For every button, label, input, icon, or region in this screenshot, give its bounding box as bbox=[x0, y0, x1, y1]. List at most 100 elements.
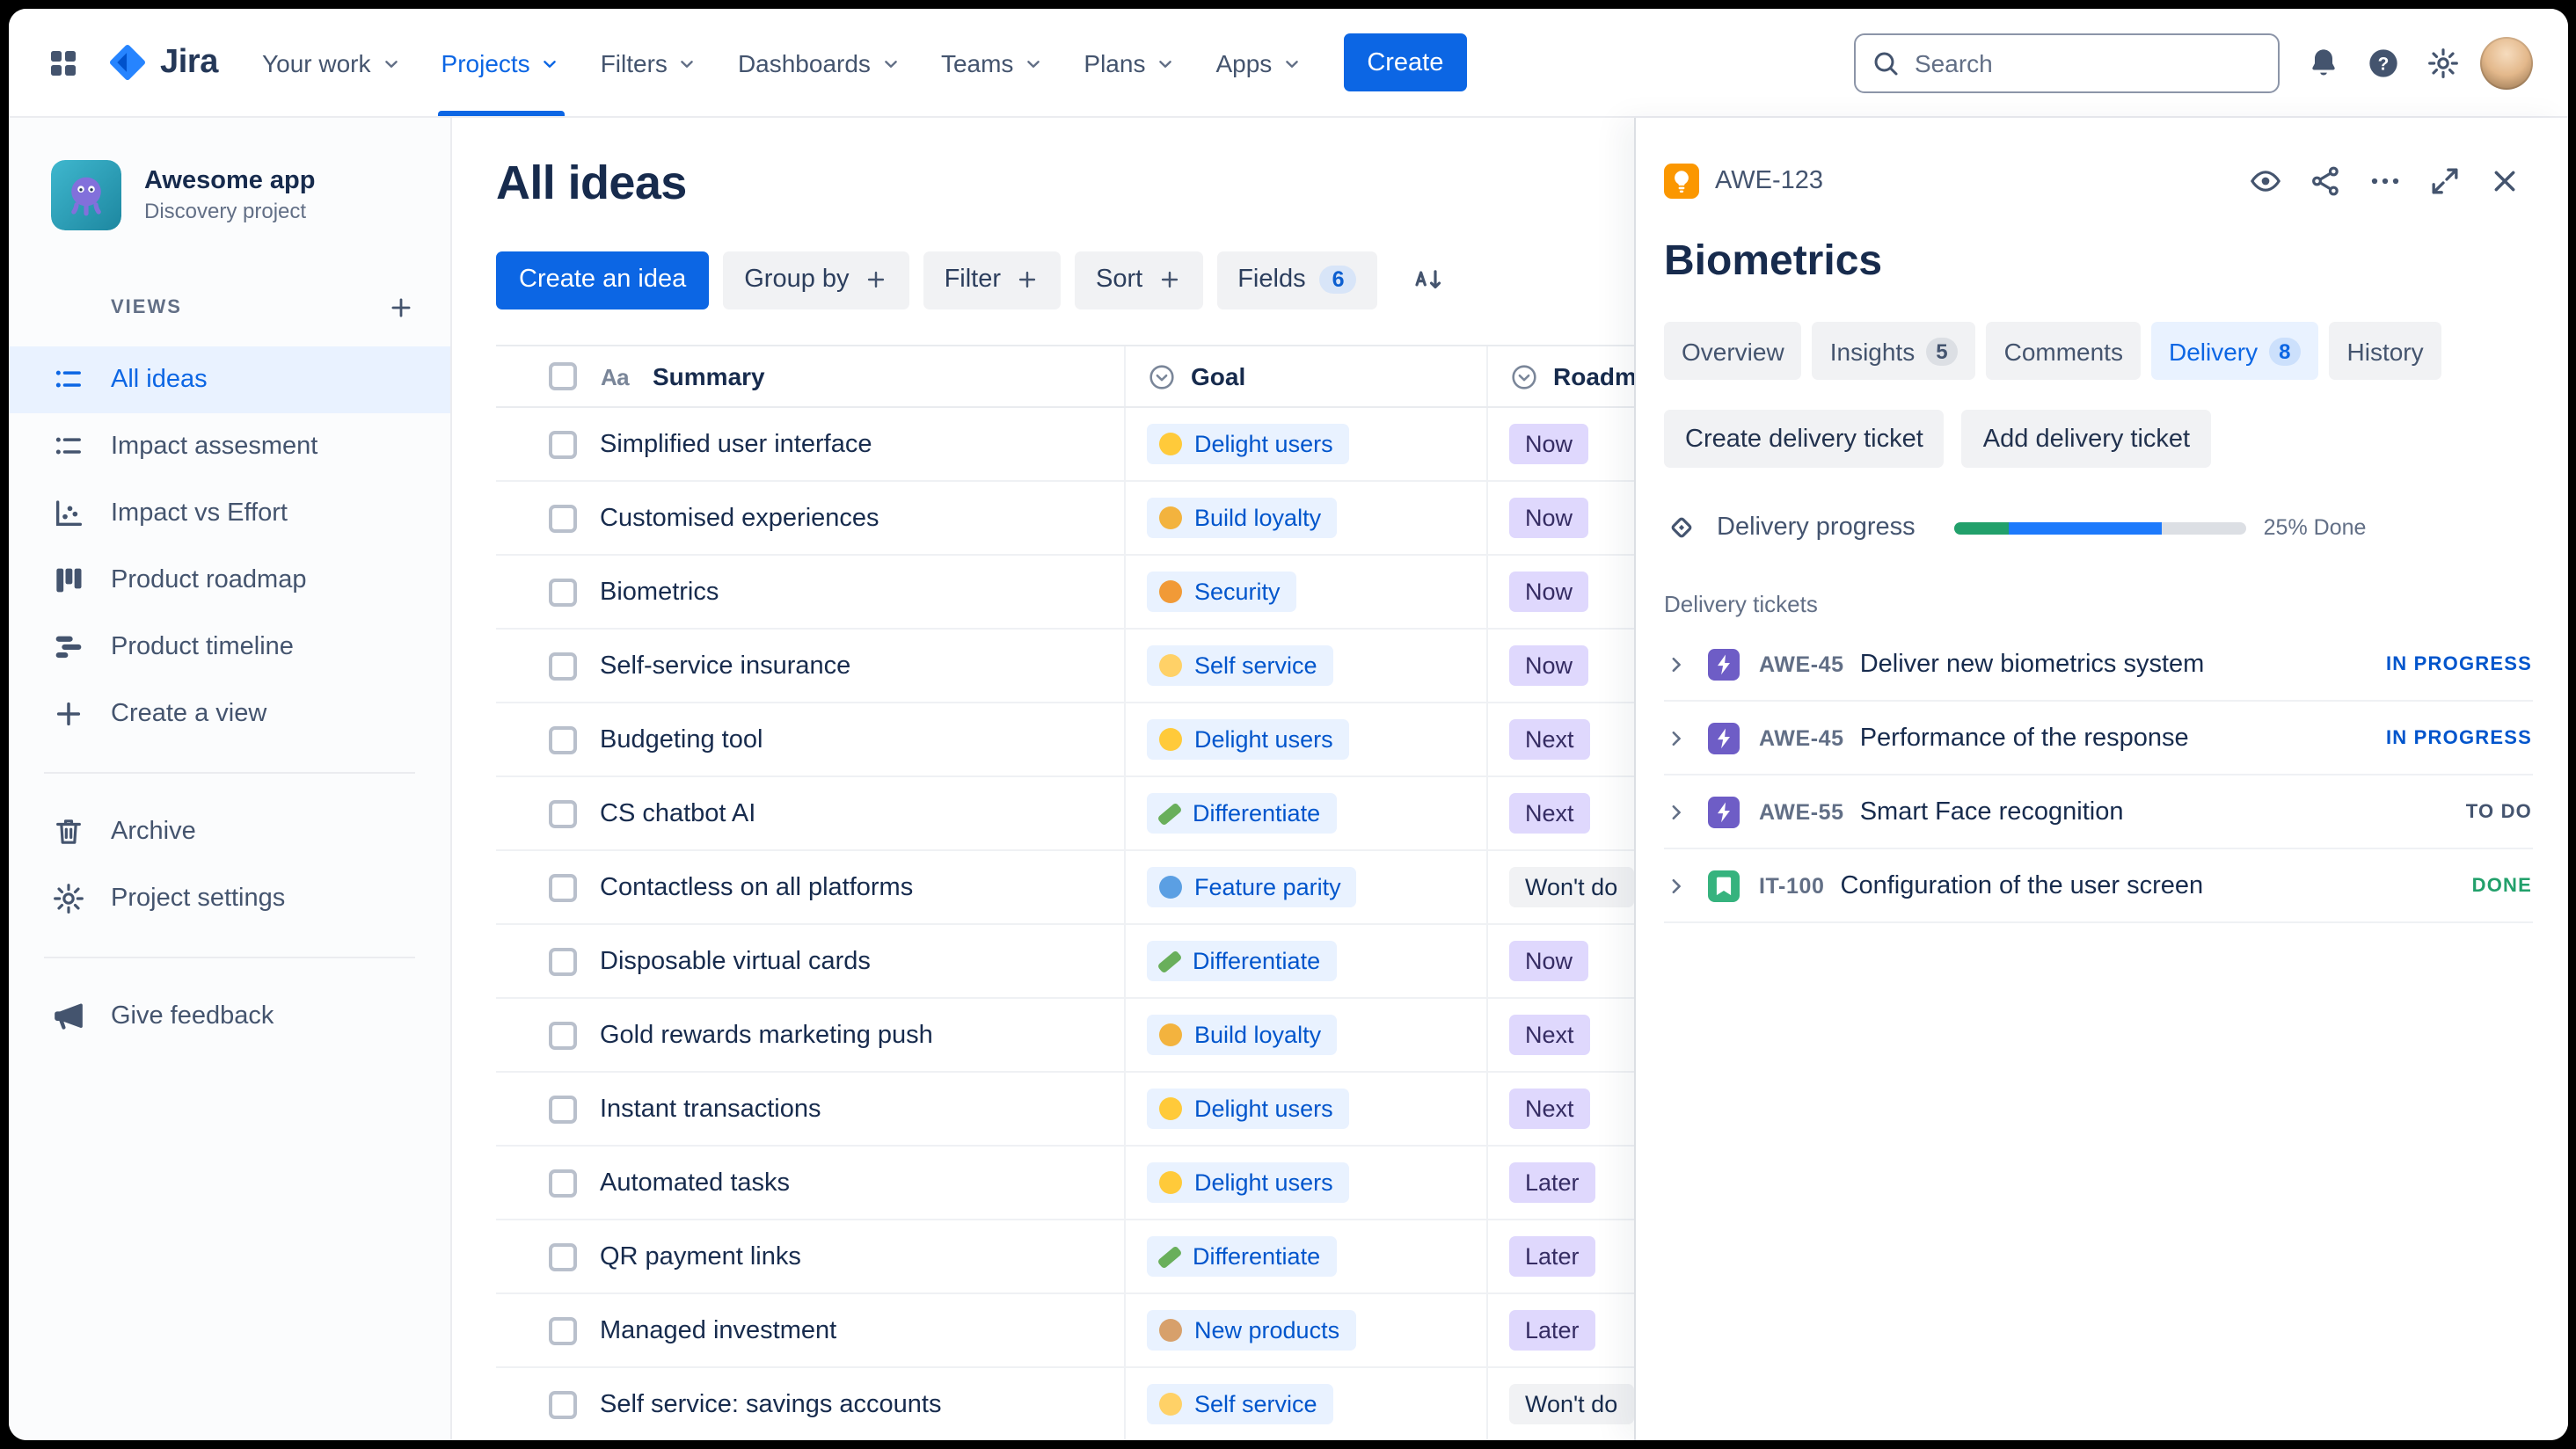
nav-icon-button[interactable]: ? bbox=[2353, 33, 2412, 92]
idea-row[interactable]: Gold rewards marketing push Build loyalt… bbox=[496, 999, 1634, 1073]
roadmap-cell[interactable]: Now bbox=[1488, 630, 1634, 702]
idea-row[interactable]: QR payment links Differentiate Later bbox=[496, 1220, 1634, 1294]
give-feedback-button[interactable]: Give feedback bbox=[9, 983, 450, 1050]
roadmap-cell[interactable]: Now bbox=[1488, 408, 1634, 480]
goal-cell[interactable]: Delight users bbox=[1126, 408, 1488, 480]
row-checkbox[interactable] bbox=[549, 504, 577, 532]
roadmap-cell[interactable]: Now bbox=[1488, 556, 1634, 628]
nav-item[interactable]: Filters bbox=[581, 9, 719, 116]
idea-row[interactable]: Automated tasks Delight users Later bbox=[496, 1147, 1634, 1220]
goal-cell[interactable]: Differentiate bbox=[1126, 777, 1488, 849]
idea-row[interactable]: Instant transactions Delight users Next bbox=[496, 1073, 1634, 1147]
nav-icon-button[interactable] bbox=[2293, 33, 2353, 92]
sidebar-view-item[interactable]: Impact vs Effort bbox=[9, 480, 450, 547]
roadmap-cell[interactable]: Later bbox=[1488, 1294, 1634, 1366]
nav-item[interactable]: Your work bbox=[243, 9, 422, 116]
panel-tab[interactable]: Insights 5 bbox=[1812, 322, 1976, 380]
panel-tab[interactable]: Comments bbox=[1986, 322, 2141, 380]
nav-item[interactable]: Teams bbox=[922, 9, 1064, 116]
goal-cell[interactable]: Delight users bbox=[1126, 1073, 1488, 1145]
goal-cell[interactable]: Security bbox=[1126, 556, 1488, 628]
goal-cell[interactable]: Self service bbox=[1126, 630, 1488, 702]
chevron-right-icon[interactable] bbox=[1664, 873, 1689, 898]
roadmap-column-header[interactable]: Roadmap bbox=[1488, 346, 1634, 406]
idea-row[interactable]: Self-service insurance Self service Now bbox=[496, 630, 1634, 703]
app-switcher-button[interactable] bbox=[33, 33, 93, 92]
nav-icon-button[interactable] bbox=[2412, 33, 2472, 92]
row-checkbox[interactable] bbox=[549, 652, 577, 680]
idea-row[interactable]: Self service: savings accounts Self serv… bbox=[496, 1368, 1634, 1440]
row-checkbox[interactable] bbox=[549, 725, 577, 754]
idea-row[interactable]: Simplified user interface Delight users … bbox=[496, 408, 1634, 482]
goal-cell[interactable]: New products bbox=[1126, 1294, 1488, 1366]
add-delivery-ticket-button[interactable]: Add delivery ticket bbox=[1961, 410, 2212, 468]
row-checkbox[interactable] bbox=[549, 578, 577, 606]
panel-action-button[interactable] bbox=[2356, 153, 2412, 209]
goal-cell[interactable]: Build loyalty bbox=[1126, 482, 1488, 554]
idea-row[interactable]: Managed investment New products Later bbox=[496, 1294, 1634, 1368]
goal-cell[interactable]: Delight users bbox=[1126, 1147, 1488, 1219]
roadmap-cell[interactable]: Next bbox=[1488, 703, 1634, 775]
sidebar-view-item[interactable]: Impact assesment bbox=[9, 413, 450, 480]
panel-tab[interactable]: Overview bbox=[1664, 322, 1802, 380]
sidebar-tool-item[interactable]: Archive bbox=[9, 798, 450, 865]
roadmap-cell[interactable]: Won't do bbox=[1488, 851, 1634, 923]
chevron-right-icon[interactable] bbox=[1664, 652, 1689, 676]
idea-row[interactable]: Customised experiences Build loyalty Now bbox=[496, 482, 1634, 556]
idea-row[interactable]: CS chatbot AI Differentiate Next bbox=[496, 777, 1634, 851]
issue-key-breadcrumb[interactable]: AWE-123 bbox=[1664, 164, 1823, 199]
chevron-right-icon[interactable] bbox=[1664, 799, 1689, 824]
delivery-ticket-row[interactable]: IT-100 Configuration of the user screen … bbox=[1664, 849, 2532, 923]
delivery-ticket-row[interactable]: AWE-45 Deliver new biometrics system IN … bbox=[1664, 628, 2532, 702]
row-checkbox[interactable] bbox=[549, 1169, 577, 1197]
roadmap-cell[interactable]: Now bbox=[1488, 925, 1634, 997]
delivery-ticket-row[interactable]: AWE-45 Performance of the response IN PR… bbox=[1664, 702, 2532, 775]
panel-action-button[interactable] bbox=[2237, 153, 2293, 209]
goal-column-header[interactable]: Goal bbox=[1126, 346, 1488, 406]
project-switcher[interactable]: Awesome app Discovery project bbox=[9, 160, 450, 230]
row-checkbox[interactable] bbox=[549, 799, 577, 827]
sidebar-tool-item[interactable]: Project settings bbox=[9, 865, 450, 932]
create-idea-button[interactable]: Create an idea bbox=[496, 251, 710, 309]
roadmap-cell[interactable]: Later bbox=[1488, 1220, 1634, 1292]
row-checkbox[interactable] bbox=[549, 1390, 577, 1418]
roadmap-cell[interactable]: Next bbox=[1488, 999, 1634, 1071]
roadmap-cell[interactable]: Next bbox=[1488, 1073, 1634, 1145]
roadmap-cell[interactable]: Next bbox=[1488, 777, 1634, 849]
panel-tab[interactable]: History bbox=[2329, 322, 2441, 380]
create-delivery-ticket-button[interactable]: Create delivery ticket bbox=[1664, 410, 1945, 468]
idea-row[interactable]: Disposable virtual cards Differentiate N… bbox=[496, 925, 1634, 999]
nav-item[interactable]: Plans bbox=[1064, 9, 1196, 116]
nav-item[interactable]: Apps bbox=[1196, 9, 1323, 116]
select-all-checkbox[interactable] bbox=[549, 362, 577, 390]
nav-item[interactable]: Dashboards bbox=[719, 9, 922, 116]
search-input[interactable] bbox=[1853, 33, 2279, 92]
chevron-right-icon[interactable] bbox=[1664, 725, 1689, 750]
summary-column-header[interactable]: Aa Summary bbox=[496, 346, 1126, 406]
panel-tab[interactable]: Delivery 8 bbox=[2150, 322, 2319, 380]
group-by-button[interactable]: Group by bbox=[723, 251, 909, 309]
filter-button[interactable]: Filter bbox=[923, 251, 1062, 309]
row-checkbox[interactable] bbox=[549, 1095, 577, 1123]
goal-cell[interactable]: Delight users bbox=[1126, 703, 1488, 775]
sidebar-view-item[interactable]: Create a view bbox=[9, 681, 450, 747]
panel-action-button[interactable] bbox=[2416, 153, 2472, 209]
create-button[interactable]: Create bbox=[1344, 33, 1467, 91]
sidebar-view-item[interactable]: All ideas bbox=[9, 346, 450, 413]
delivery-ticket-row[interactable]: AWE-55 Smart Face recognition TO DO bbox=[1664, 775, 2532, 849]
add-view-button[interactable] bbox=[376, 283, 426, 332]
goal-cell[interactable]: Build loyalty bbox=[1126, 999, 1488, 1071]
fields-button[interactable]: Fields 6 bbox=[1216, 251, 1378, 309]
jira-logo[interactable]: Jira bbox=[97, 42, 239, 83]
goal-cell[interactable]: Differentiate bbox=[1126, 1220, 1488, 1292]
row-checkbox[interactable] bbox=[549, 873, 577, 901]
sort-alpha-button[interactable] bbox=[1399, 250, 1459, 309]
roadmap-cell[interactable]: Now bbox=[1488, 482, 1634, 554]
idea-row[interactable]: Biometrics Security Now bbox=[496, 556, 1634, 630]
profile-menu-button[interactable] bbox=[2476, 33, 2536, 92]
sidebar-view-item[interactable]: Product timeline bbox=[9, 614, 450, 681]
panel-action-button[interactable] bbox=[2296, 153, 2353, 209]
roadmap-cell[interactable]: Later bbox=[1488, 1147, 1634, 1219]
nav-item[interactable]: Projects bbox=[422, 9, 581, 116]
goal-cell[interactable]: Differentiate bbox=[1126, 925, 1488, 997]
